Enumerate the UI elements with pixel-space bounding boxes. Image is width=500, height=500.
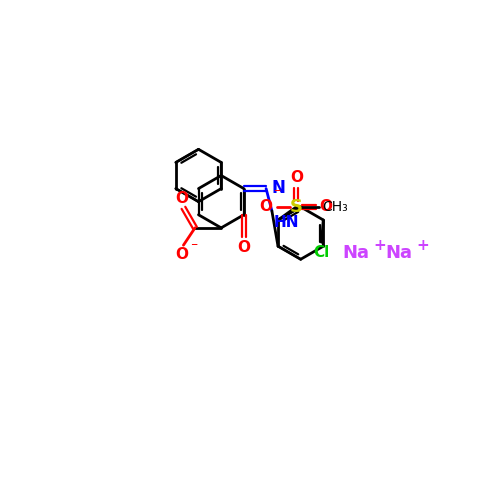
Text: O: O — [320, 200, 332, 214]
Text: O: O — [238, 240, 250, 255]
Text: +: + — [374, 238, 386, 253]
Text: O: O — [176, 248, 188, 262]
Text: O: O — [176, 190, 188, 206]
Text: O: O — [260, 200, 272, 214]
Text: Na: Na — [385, 244, 412, 262]
Text: CH₃: CH₃ — [322, 200, 348, 214]
Text: N: N — [272, 179, 285, 197]
Text: Cl: Cl — [314, 246, 330, 260]
Text: ⁻: ⁻ — [190, 240, 198, 254]
Text: Na: Na — [343, 244, 370, 262]
Text: +: + — [416, 238, 429, 253]
Text: HN: HN — [274, 214, 299, 230]
Text: O: O — [290, 170, 303, 184]
Text: S: S — [290, 198, 303, 216]
Text: ⁻: ⁻ — [273, 186, 280, 200]
